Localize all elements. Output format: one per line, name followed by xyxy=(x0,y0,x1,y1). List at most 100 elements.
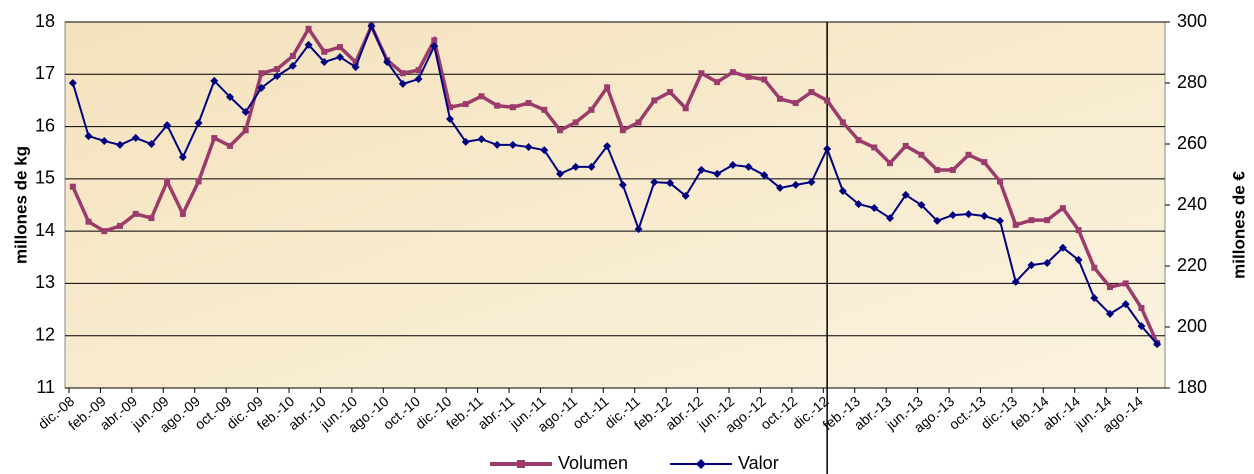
marker xyxy=(965,151,972,158)
marker xyxy=(1027,261,1036,270)
marker xyxy=(996,216,1004,225)
marker xyxy=(446,114,454,123)
marker xyxy=(854,200,863,209)
marker xyxy=(572,119,579,126)
marker xyxy=(838,186,847,195)
marker xyxy=(540,146,549,155)
marker xyxy=(351,63,360,72)
marker xyxy=(116,140,124,149)
marker xyxy=(588,106,595,113)
marker xyxy=(934,166,941,173)
marker xyxy=(524,143,533,152)
marker xyxy=(85,218,92,225)
y2-tick-label: 220 xyxy=(1177,255,1207,275)
marker xyxy=(430,42,439,51)
marker xyxy=(667,89,673,96)
marker xyxy=(148,215,155,222)
marker xyxy=(855,137,862,144)
marker xyxy=(541,106,548,113)
marker xyxy=(431,37,438,44)
marker xyxy=(666,179,674,188)
marker xyxy=(1106,309,1114,318)
marker xyxy=(179,210,186,217)
marker xyxy=(604,84,611,91)
marker xyxy=(101,228,108,235)
y2-tick-label: 300 xyxy=(1177,11,1207,31)
marker xyxy=(1075,227,1082,234)
marker xyxy=(761,76,768,83)
x-tick-label: oct.-11 xyxy=(569,393,611,432)
marker xyxy=(461,137,470,146)
marker xyxy=(509,104,516,111)
marker xyxy=(760,171,769,180)
marker xyxy=(1090,294,1099,303)
marker xyxy=(258,70,265,77)
marker xyxy=(131,133,140,142)
marker xyxy=(792,100,799,107)
marker xyxy=(980,211,989,220)
marker xyxy=(557,127,563,134)
legend-marker xyxy=(517,460,525,468)
marker xyxy=(164,178,171,185)
marker xyxy=(918,151,925,158)
marker xyxy=(871,144,878,151)
y2-tick-label: 180 xyxy=(1177,377,1207,397)
marker xyxy=(1074,255,1083,264)
marker xyxy=(195,178,202,185)
marker xyxy=(901,190,910,199)
marker xyxy=(399,70,406,77)
marker xyxy=(698,70,705,77)
marker xyxy=(714,79,721,86)
marker xyxy=(902,142,909,149)
marker xyxy=(336,53,344,62)
marker xyxy=(571,162,580,171)
marker xyxy=(650,178,659,187)
y2-tick-label: 280 xyxy=(1177,72,1207,92)
marker xyxy=(367,21,376,30)
marker xyxy=(398,79,407,88)
legend-marker xyxy=(696,459,706,469)
marker xyxy=(117,222,123,229)
marker xyxy=(1153,340,1162,349)
marker xyxy=(1011,277,1020,286)
y2-axis-title: millones de € xyxy=(1229,171,1248,279)
marker xyxy=(1059,205,1066,212)
marker xyxy=(949,166,956,173)
marker xyxy=(273,71,282,80)
marker xyxy=(305,25,312,32)
marker xyxy=(682,105,689,112)
marker xyxy=(1121,300,1130,309)
marker xyxy=(713,169,722,178)
y2-tick-label: 260 xyxy=(1177,133,1207,153)
y2-tick-label: 200 xyxy=(1177,316,1207,336)
marker xyxy=(603,142,612,151)
marker xyxy=(84,132,93,141)
plot-area xyxy=(64,21,1166,389)
marker xyxy=(618,180,627,189)
marker xyxy=(791,180,800,189)
marker xyxy=(304,40,313,49)
marker xyxy=(1043,258,1052,267)
marker xyxy=(981,159,988,166)
marker xyxy=(1012,221,1019,228)
marker xyxy=(808,89,815,96)
marker xyxy=(383,57,392,66)
marker xyxy=(100,136,109,145)
marker xyxy=(163,121,172,130)
marker xyxy=(415,67,422,74)
marker xyxy=(635,119,642,126)
y2-tick-label: 240 xyxy=(1177,194,1207,214)
marker xyxy=(242,127,249,134)
y-tick-label: 12 xyxy=(35,324,55,344)
marker xyxy=(619,127,626,134)
marker xyxy=(227,142,233,149)
marker xyxy=(494,102,501,109)
marker xyxy=(1044,217,1051,224)
marker xyxy=(226,93,234,102)
marker xyxy=(194,118,203,127)
y-tick-label: 16 xyxy=(35,115,55,135)
marker xyxy=(556,169,564,178)
y-tick-label: 11 xyxy=(36,377,55,397)
marker xyxy=(964,210,973,219)
